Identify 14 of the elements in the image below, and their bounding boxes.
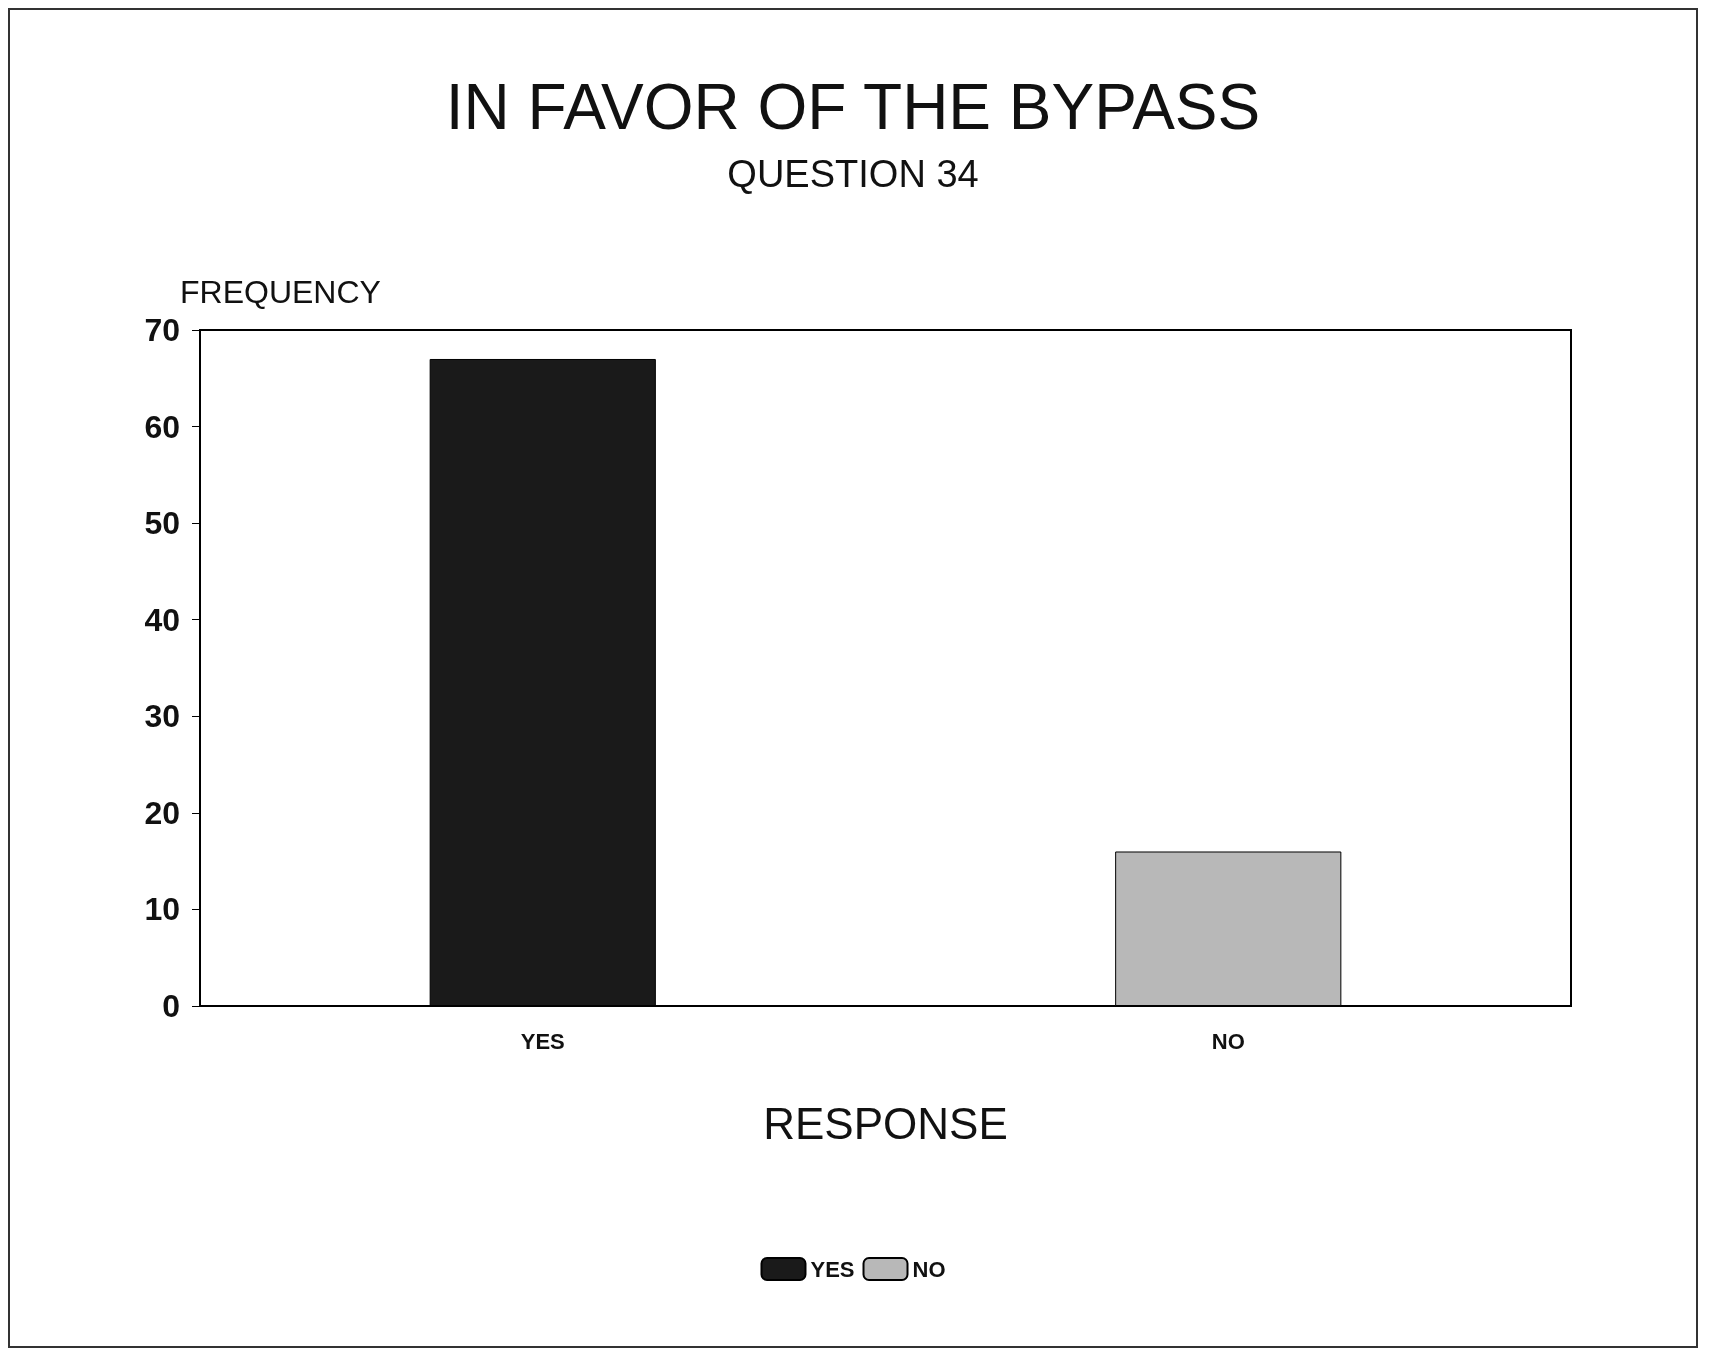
chart-subtitle: QUESTION 34 xyxy=(727,153,979,195)
y-tick-label: 10 xyxy=(144,891,180,928)
legend-label: YES xyxy=(810,1256,855,1282)
legend-label: NO xyxy=(912,1256,946,1282)
chart-title: IN FAVOR OF THE BYPASS xyxy=(445,71,1261,143)
y-tick-label: 20 xyxy=(144,794,180,831)
y-tick-label: 70 xyxy=(144,312,180,348)
y-tick-label: 50 xyxy=(144,505,180,542)
y-tick-label: 40 xyxy=(144,601,180,638)
x-axis-title: RESPONSE xyxy=(763,1098,1008,1148)
y-axis-title: FREQUENCY xyxy=(180,274,381,310)
y-tick-label: 60 xyxy=(144,408,180,445)
y-tick-label: 0 xyxy=(162,988,180,1024)
y-tick-label: 30 xyxy=(144,698,180,735)
